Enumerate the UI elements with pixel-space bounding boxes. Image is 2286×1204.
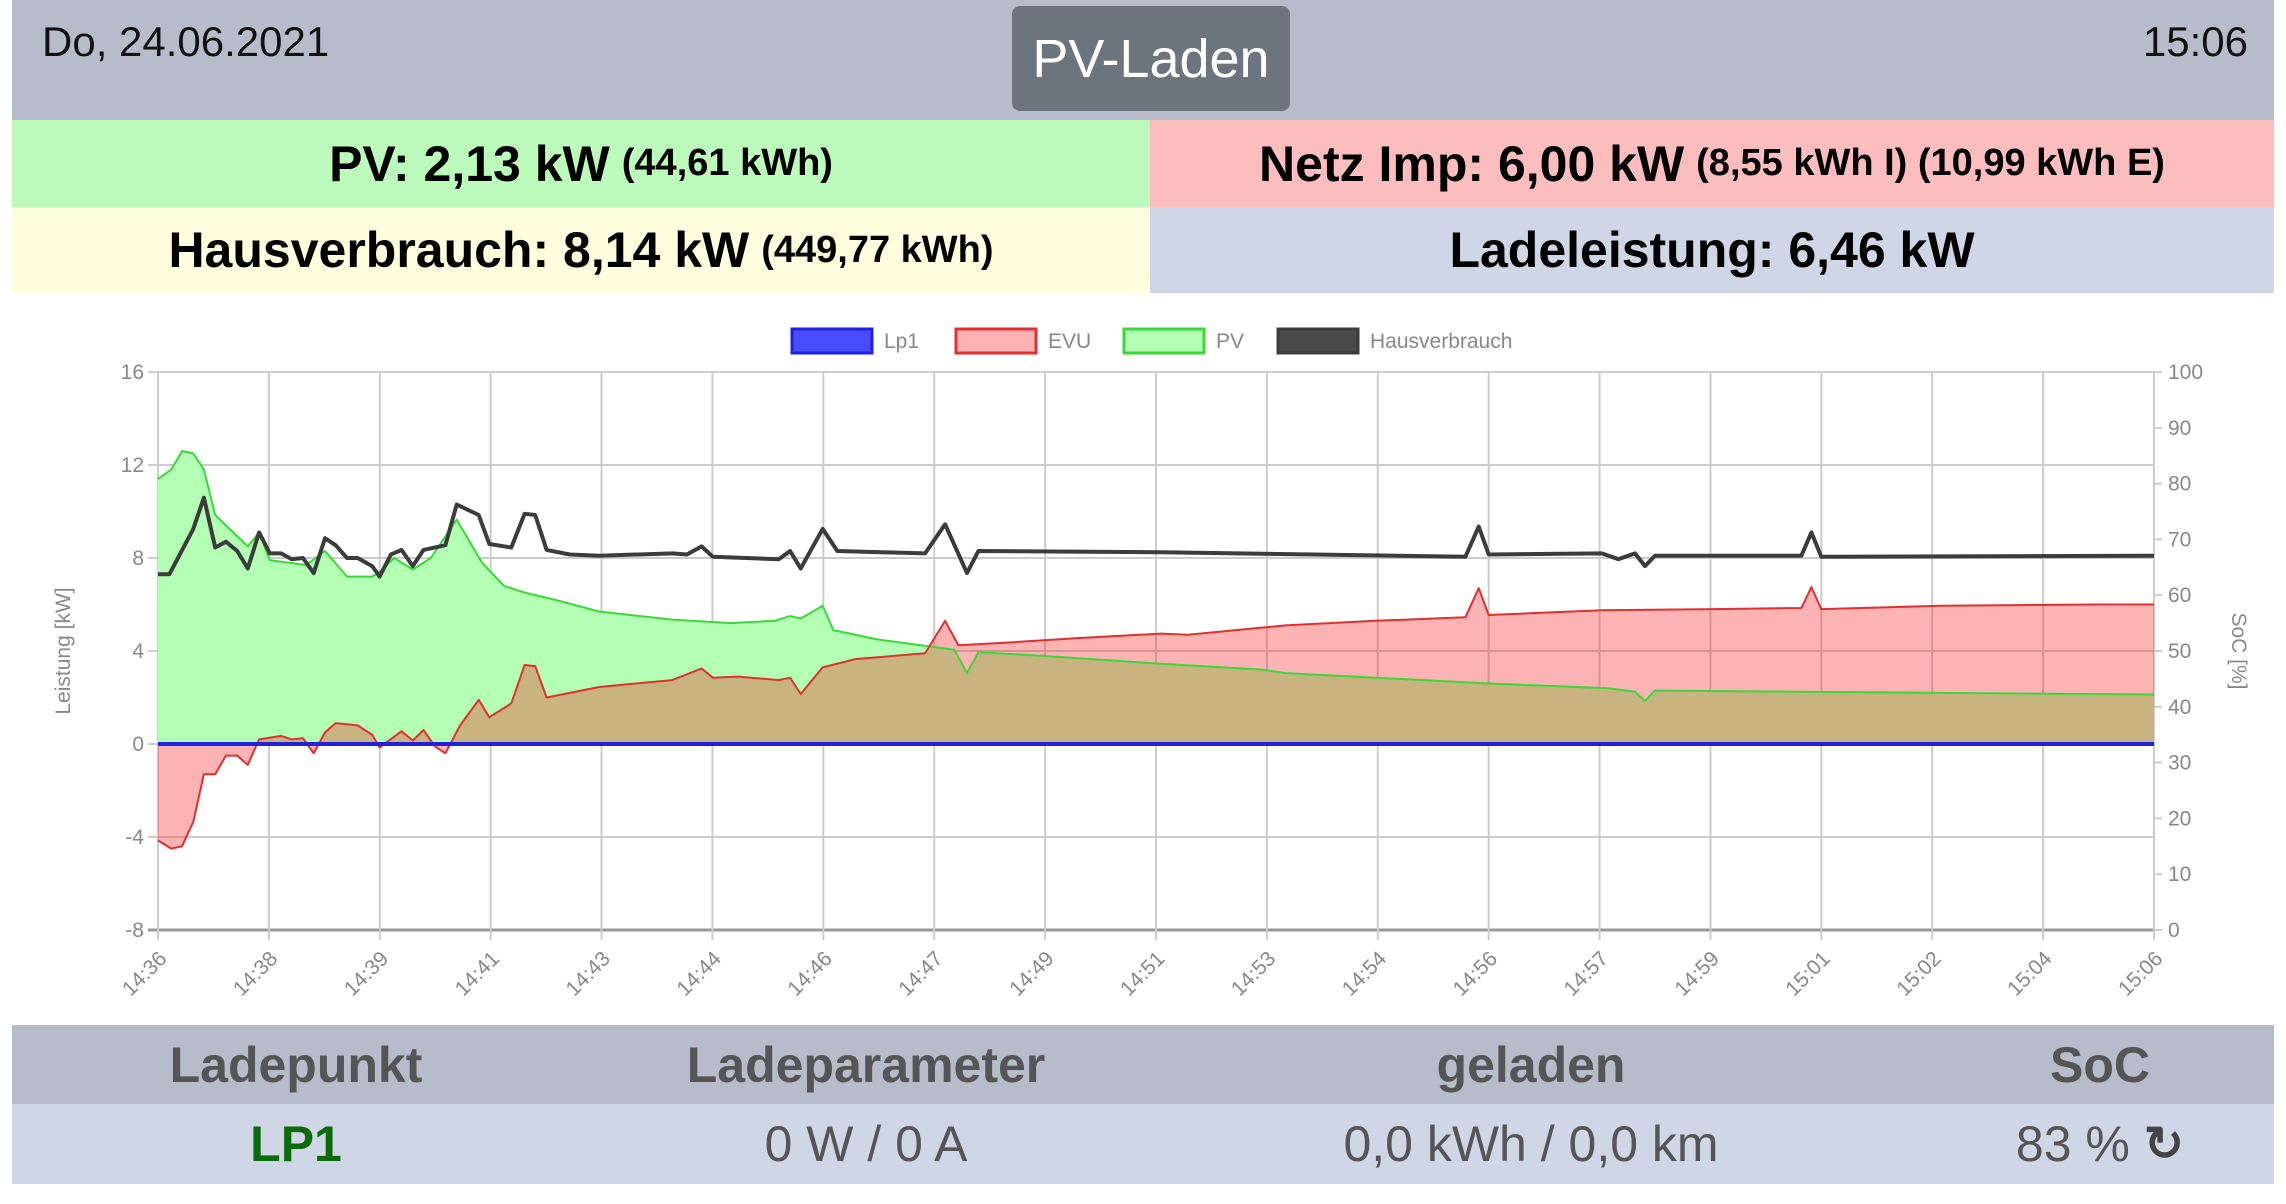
- y2-tick-label: 0: [2168, 919, 2180, 942]
- x-tick-label: 14:57: [1560, 947, 1613, 1000]
- y2-axis-title: SoC [%]: [2227, 612, 2250, 689]
- x-tick-label: 14:51: [1116, 947, 1169, 1000]
- legend-label-evu: EVU: [1048, 330, 1091, 353]
- header-bar: Do, 24.06.2021 PV-Laden 15:06: [12, 0, 2274, 120]
- x-tick-label: 14:46: [783, 947, 836, 1000]
- x-tick-label: 14:41: [451, 947, 504, 1000]
- charge-parameters: 0 W / 0 A: [764, 1116, 968, 1172]
- y2-tick-label: 50: [2168, 640, 2191, 663]
- x-tick-label: 14:56: [1449, 947, 1502, 1000]
- y-tick-label: 0: [132, 733, 144, 756]
- charged-amount: 0,0 kWh / 0,0 km: [1343, 1116, 1719, 1172]
- table-header: Ladepunkt Ladeparameter geladen SoC: [12, 1025, 2274, 1104]
- house-status: Hausverbrauch: 8,14 kW (449,77 kWh): [12, 207, 1150, 293]
- x-tick-label: 15:01: [1781, 947, 1834, 1000]
- legend-swatch-hausverbrauch: [1276, 327, 1360, 355]
- x-tick-label: 14:53: [1227, 947, 1280, 1000]
- soc-cell: 83 % ↻: [2016, 1104, 2184, 1184]
- grid-status: Netz Imp: 6,00 kW (8,55 kWh I) (10,99 kW…: [1150, 120, 2274, 207]
- legend-swatch-evu: [954, 327, 1038, 355]
- y2-tick-label: 90: [2168, 417, 2191, 440]
- pv-power: PV: 2,13 kW: [329, 135, 610, 192]
- y-tick-label: -8: [125, 919, 144, 942]
- house-power: Hausverbrauch: 8,14 kW: [168, 222, 750, 278]
- pv-area: [158, 451, 2154, 744]
- y2-tick-label: 10: [2168, 863, 2191, 886]
- y2-tick-label: 20: [2168, 807, 2191, 830]
- y-axis-title: Leistung [kW]: [52, 587, 75, 714]
- charge-mode-button[interactable]: PV-Laden: [1012, 6, 1290, 111]
- charging-power: Ladeleistung: 6,46 kW: [1449, 222, 1975, 278]
- table-row[interactable]: LP1 0 W / 0 A 0,0 kWh / 0,0 km 83 % ↻: [12, 1104, 2274, 1184]
- x-tick-label: 15:04: [2003, 947, 2057, 1001]
- y2-tick-label: 100: [2168, 361, 2203, 384]
- y-tick-label: 12: [121, 454, 144, 477]
- grid-energy: (8,55 kWh I) (10,99 kWh E): [1696, 142, 2165, 184]
- x-tick-label: 14:54: [1338, 947, 1392, 1001]
- legend-label-lp1: Lp1: [884, 330, 919, 353]
- y-tick-label: 16: [121, 361, 144, 384]
- evu-line: [157, 586, 2154, 850]
- charging-status: Ladeleistung: 6,46 kW: [1150, 207, 2274, 293]
- grid-power: Netz Imp: 6,00 kW: [1259, 135, 1685, 192]
- pv-line: [157, 450, 2155, 702]
- refresh-icon[interactable]: ↻: [2143, 1118, 2185, 1171]
- pv-energy: (44,61 kWh): [621, 142, 833, 184]
- chargepoint-name[interactable]: LP1: [250, 1116, 342, 1172]
- evu-area: [158, 587, 2154, 849]
- y2-tick-label: 80: [2168, 473, 2191, 496]
- house-energy: (449,77 kWh): [761, 228, 994, 271]
- legend-label-hausverbrauch: Hausverbrauch: [1370, 330, 1512, 353]
- y2-tick-label: 60: [2168, 584, 2191, 607]
- x-tick-label: 14:39: [340, 947, 393, 1000]
- y2-tick-label: 30: [2168, 752, 2191, 775]
- x-tick-label: 15:02: [1892, 947, 1945, 1000]
- x-tick-label: 14:59: [1670, 947, 1723, 1000]
- legend-swatch-pv: [1122, 327, 1206, 355]
- legend-label-pv: PV: [1216, 330, 1244, 353]
- col-soc: SoC: [2050, 1036, 2150, 1093]
- x-tick-label: 14:47: [894, 947, 947, 1000]
- clock: 15:06: [2142, 18, 2248, 65]
- y-tick-label: 8: [132, 547, 144, 570]
- y-tick-label: -4: [125, 826, 144, 849]
- date: Do, 24.06.2021: [42, 18, 330, 65]
- col-ladepunkt: Ladepunkt: [169, 1036, 423, 1093]
- x-tick-label: 14:43: [562, 947, 615, 1000]
- y2-tick-label: 40: [2168, 696, 2191, 719]
- x-tick-label: 14:38: [229, 947, 282, 1000]
- soc-value: 83 %: [2015, 1116, 2130, 1172]
- y-tick-label: 4: [132, 640, 144, 663]
- x-tick-label: 14:44: [672, 947, 726, 1001]
- legend-swatch-lp1: [790, 327, 874, 355]
- y2-tick-label: 70: [2168, 528, 2191, 551]
- pv-status: PV: 2,13 kW (44,61 kWh): [12, 120, 1150, 207]
- x-tick-label: 15:06: [2114, 947, 2167, 1000]
- x-tick-label: 14:49: [1005, 947, 1058, 1000]
- hausverbrauch-line: [158, 495, 2155, 579]
- col-ladeparameter: Ladeparameter: [686, 1036, 1046, 1093]
- x-tick-label: 14:36: [118, 947, 171, 1000]
- col-geladen: geladen: [1436, 1036, 1626, 1093]
